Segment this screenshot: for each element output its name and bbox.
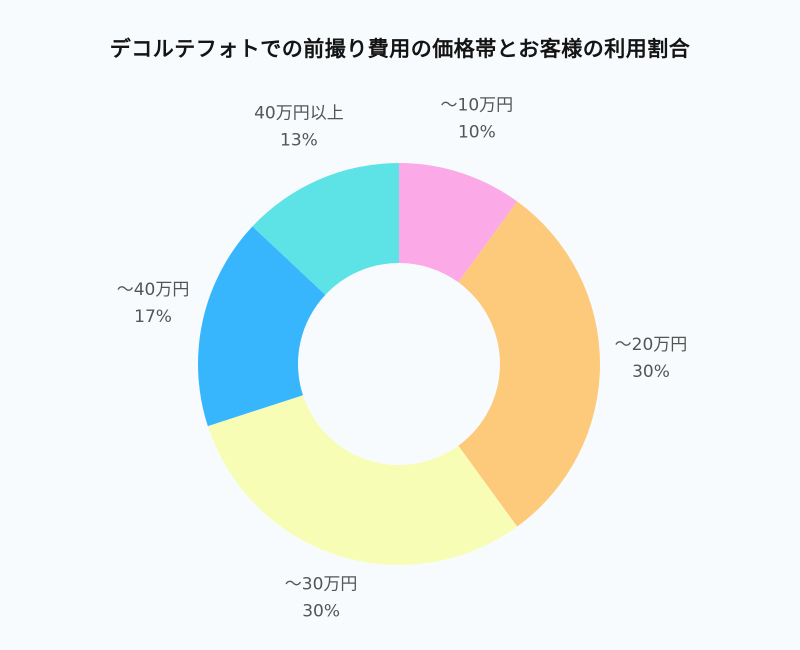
slice-4-40	[198, 226, 326, 427]
slice-label-5: 40万円以上 13%	[254, 104, 344, 151]
slices-group	[198, 163, 600, 565]
slice-percent-label: 13%	[280, 131, 318, 151]
slice-percent-label: 10%	[458, 122, 496, 142]
slice-5-40	[252, 163, 399, 295]
slice-percent-label: 30%	[302, 602, 340, 622]
slice-1-10	[399, 163, 518, 283]
slice-2-20	[458, 201, 600, 527]
slice-category-label: 〜10万円	[441, 95, 514, 115]
labels-group: 〜10万円 10% 〜20万円 30% 〜30万円 30% 〜40万円 17% 40万円以上 13…	[117, 95, 688, 621]
slice-category-label: 〜20万円	[615, 335, 688, 355]
slice-percent-label: 17%	[134, 307, 172, 327]
slice-category-label: 〜30万円	[285, 575, 358, 595]
slice-3-30	[207, 395, 518, 565]
slice-label-3: 〜30万円 30%	[285, 575, 358, 622]
slice-label-2: 〜20万円 30%	[615, 335, 688, 382]
slice-category-label: 〜40万円	[117, 280, 190, 300]
slice-label-4: 〜40万円 17%	[117, 280, 190, 327]
chart-title: デコルテフォトでの前撮り費用の価格帯とお客様の利用割合	[109, 37, 691, 61]
slice-percent-label: 30%	[632, 362, 670, 382]
slice-category-label: 40万円以上	[254, 104, 344, 124]
slice-label-1: 〜10万円 10%	[441, 95, 514, 142]
